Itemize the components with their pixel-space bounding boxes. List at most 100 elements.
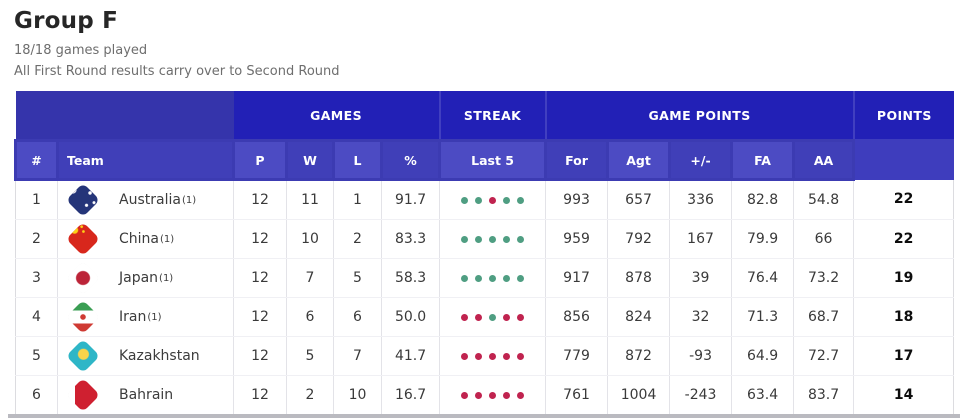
team-name[interactable]: Japan bbox=[119, 270, 159, 286]
australia-flag-icon bbox=[66, 183, 100, 217]
points-against-cell: 872 bbox=[607, 336, 671, 376]
for-avg-cell: 79.9 bbox=[731, 219, 795, 259]
losses-cell: 7 bbox=[333, 336, 382, 376]
group-header-spacer bbox=[15, 91, 234, 141]
table-row: 6 Bahrain 12 2 10 16.7 761 1004 -243 bbox=[15, 375, 955, 414]
streak-cell bbox=[439, 258, 547, 298]
played-cell: 12 bbox=[233, 336, 287, 376]
rank-cell: 2 bbox=[15, 219, 58, 259]
last5-dots bbox=[440, 313, 545, 321]
win-pct-cell: 16.7 bbox=[381, 375, 441, 414]
against-avg-cell: 73.2 bbox=[793, 258, 855, 298]
bahrain-flag-icon bbox=[66, 378, 100, 412]
team-name[interactable]: Kazakhstan bbox=[119, 348, 200, 364]
rank-cell: 5 bbox=[15, 336, 58, 376]
streak-cell bbox=[439, 219, 547, 259]
column-header-for-avg: FA bbox=[730, 139, 796, 181]
for-avg-cell: 82.8 bbox=[731, 179, 795, 220]
points-against-cell: 792 bbox=[607, 219, 671, 259]
points-against-cell: 878 bbox=[607, 258, 671, 298]
table-row: 1 Australia (1) 12 11 1 91.7 993 657 336 bbox=[15, 179, 955, 220]
points-cell: 17 bbox=[853, 336, 955, 376]
team-name[interactable]: China bbox=[119, 231, 159, 247]
table-bottom-border bbox=[8, 414, 960, 418]
played-cell: 12 bbox=[233, 297, 287, 337]
group-header-row: GAMES STREAK GAME POINTS POINTS bbox=[15, 91, 954, 180]
group-header-streak: STREAK bbox=[438, 91, 546, 141]
losses-cell: 6 bbox=[333, 297, 382, 337]
table-row: 2 China (1) 12 10 2 83.3 959 792 167 bbox=[15, 219, 955, 259]
column-header-for: For bbox=[544, 139, 610, 181]
losses-cell: 1 bbox=[333, 179, 382, 220]
against-avg-cell: 72.7 bbox=[793, 336, 855, 376]
win-pct-cell: 91.7 bbox=[381, 179, 441, 220]
for-avg-cell: 76.4 bbox=[731, 258, 795, 298]
points-cell: 14 bbox=[853, 375, 955, 414]
wins-cell: 11 bbox=[286, 179, 334, 220]
last5-dots bbox=[440, 235, 545, 243]
win-pct-cell: 83.3 bbox=[381, 219, 441, 259]
played-cell: 12 bbox=[233, 258, 287, 298]
column-header-against-avg: AA bbox=[792, 139, 856, 181]
points-against-cell: 824 bbox=[607, 297, 671, 337]
rank-cell: 1 bbox=[15, 179, 58, 220]
plus-minus-cell: 32 bbox=[669, 297, 733, 337]
group-header-game-points: GAME POINTS bbox=[544, 91, 854, 141]
for-avg-cell: 63.4 bbox=[731, 375, 795, 414]
win-pct-cell: 41.7 bbox=[381, 336, 441, 376]
team-name[interactable]: Bahrain bbox=[119, 387, 174, 403]
column-header-plus-minus: +/- bbox=[668, 139, 734, 181]
streak-cell bbox=[439, 179, 547, 220]
team-cell[interactable]: Australia (1) bbox=[57, 179, 234, 220]
team-name[interactable]: Iran bbox=[119, 309, 147, 325]
column-header-win-pct: % bbox=[379, 139, 442, 181]
wins-cell: 6 bbox=[286, 297, 334, 337]
table-row: 3 Japan (1) 12 7 5 58.3 917 878 39 bbox=[15, 258, 955, 298]
rank-cell: 6 bbox=[15, 375, 58, 414]
points-cell: 22 bbox=[853, 219, 955, 259]
last5-dots bbox=[440, 391, 545, 399]
team-cell[interactable]: Japan (1) bbox=[57, 258, 234, 298]
plus-minus-cell: 167 bbox=[669, 219, 733, 259]
wins-cell: 5 bbox=[286, 336, 334, 376]
table-row: 5 Kazakhstan 12 5 7 41.7 779 872 -93 bbox=[15, 336, 955, 376]
wins-cell: 2 bbox=[286, 375, 334, 414]
win-pct-cell: 58.3 bbox=[381, 258, 441, 298]
column-header-played: P bbox=[232, 139, 288, 181]
page-title: Group F bbox=[14, 8, 118, 34]
team-cell[interactable]: Kazakhstan bbox=[57, 336, 234, 376]
team-name[interactable]: Australia bbox=[119, 192, 181, 208]
for-avg-cell: 71.3 bbox=[731, 297, 795, 337]
games-played-text: 18/18 games played bbox=[14, 43, 148, 58]
losses-cell: 5 bbox=[333, 258, 382, 298]
team-cell[interactable]: Bahrain bbox=[57, 375, 234, 414]
team-superscript: (1) bbox=[147, 311, 162, 323]
points-for-cell: 856 bbox=[545, 297, 609, 337]
points-for-cell: 779 bbox=[545, 336, 609, 376]
last5-dots bbox=[440, 274, 545, 282]
wins-cell: 7 bbox=[286, 258, 334, 298]
column-header-points: POINTS bbox=[852, 91, 954, 180]
last5-dots bbox=[440, 352, 545, 360]
streak-cell bbox=[439, 336, 547, 376]
wins-cell: 10 bbox=[286, 219, 334, 259]
team-cell[interactable]: Iran (1) bbox=[57, 297, 234, 337]
column-header-row: # Team P W L % Last 5 For Agt +/- FA AA bbox=[14, 139, 954, 181]
points-cell: 18 bbox=[853, 297, 955, 337]
against-avg-cell: 54.8 bbox=[793, 179, 855, 220]
column-header-last5: Last 5 bbox=[438, 139, 548, 181]
team-cell[interactable]: China (1) bbox=[57, 219, 234, 259]
japan-flag-icon bbox=[66, 261, 100, 295]
against-avg-cell: 66 bbox=[793, 219, 855, 259]
losses-cell: 2 bbox=[333, 219, 382, 259]
win-pct-cell: 50.0 bbox=[381, 297, 441, 337]
china-flag-icon bbox=[66, 222, 100, 256]
points-for-cell: 993 bbox=[545, 179, 609, 220]
standings-table: GAMES STREAK GAME POINTS POINTS # Team P… bbox=[14, 91, 955, 414]
column-header-losses: L bbox=[332, 139, 383, 181]
for-avg-cell: 64.9 bbox=[731, 336, 795, 376]
team-superscript: (1) bbox=[160, 233, 175, 245]
against-avg-cell: 68.7 bbox=[793, 297, 855, 337]
plus-minus-cell: -243 bbox=[669, 375, 733, 414]
